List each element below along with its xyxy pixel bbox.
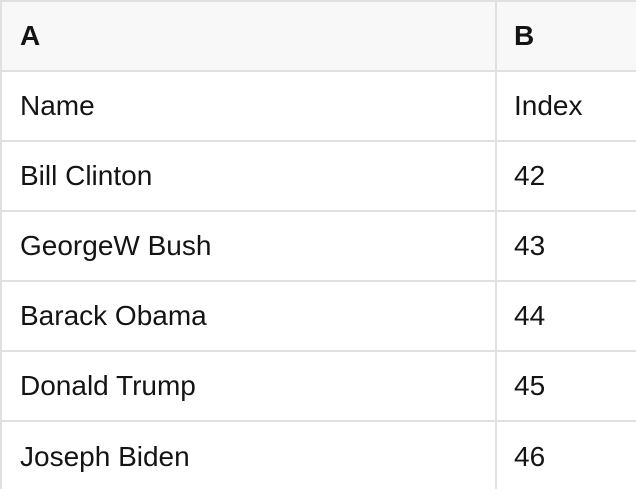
table-row: Barack Obama 44	[2, 282, 636, 352]
cell-a1-name[interactable]: Name	[2, 72, 497, 140]
cell-b6-46[interactable]: 46	[514, 441, 546, 472]
column-header-b[interactable]: B	[514, 20, 535, 51]
cell-b1-index[interactable]: Index	[514, 90, 583, 121]
cell-a5-donald-trump[interactable]: Donald Trump	[2, 352, 497, 420]
header-row: A B	[2, 2, 636, 72]
column-header-a[interactable]: A	[2, 2, 497, 70]
table-row: Name Index	[2, 72, 636, 142]
cell-a3-georgew-bush[interactable]: GeorgeW Bush	[2, 212, 497, 280]
cell-a4-barack-obama[interactable]: Barack Obama	[2, 282, 497, 350]
cell-b2-42[interactable]: 42	[514, 160, 546, 191]
cell-b4-44[interactable]: 44	[514, 300, 546, 331]
table-row: GeorgeW Bush 43	[2, 212, 636, 282]
cell-a2-bill-clinton[interactable]: Bill Clinton	[2, 142, 497, 210]
table-row: Joseph Biden 46	[2, 422, 636, 489]
table-row: Donald Trump 45	[2, 352, 636, 422]
cell-a6-joseph-biden[interactable]: Joseph Biden	[2, 422, 497, 489]
cell-b5-45[interactable]: 45	[514, 370, 546, 401]
cell-b3-43[interactable]: 43	[514, 230, 546, 261]
table-row: Bill Clinton 42	[2, 142, 636, 212]
